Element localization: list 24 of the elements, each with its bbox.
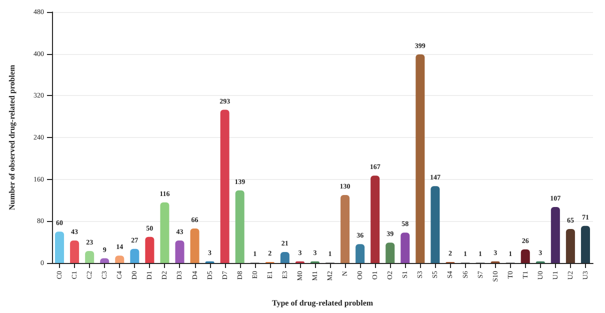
bar (130, 248, 140, 263)
bar (400, 232, 410, 263)
bar (580, 226, 590, 263)
bar (356, 244, 365, 263)
bar (220, 110, 230, 263)
bar (430, 186, 440, 263)
y-axis-title: Number of observed drug-related problem (8, 64, 16, 210)
bar (340, 195, 350, 263)
bar (235, 190, 244, 263)
bar (550, 207, 560, 263)
bar (520, 249, 530, 263)
bar (190, 228, 200, 263)
x-axis-title: Type of drug-related problem (272, 298, 374, 308)
bar (175, 240, 184, 263)
bar (370, 176, 380, 263)
bar (160, 202, 170, 263)
bar (416, 54, 425, 263)
bar (70, 240, 80, 263)
bar (566, 229, 575, 263)
bar (55, 232, 64, 263)
bar (386, 242, 395, 263)
bar (85, 250, 94, 263)
bar (280, 252, 290, 263)
bar (145, 236, 154, 263)
